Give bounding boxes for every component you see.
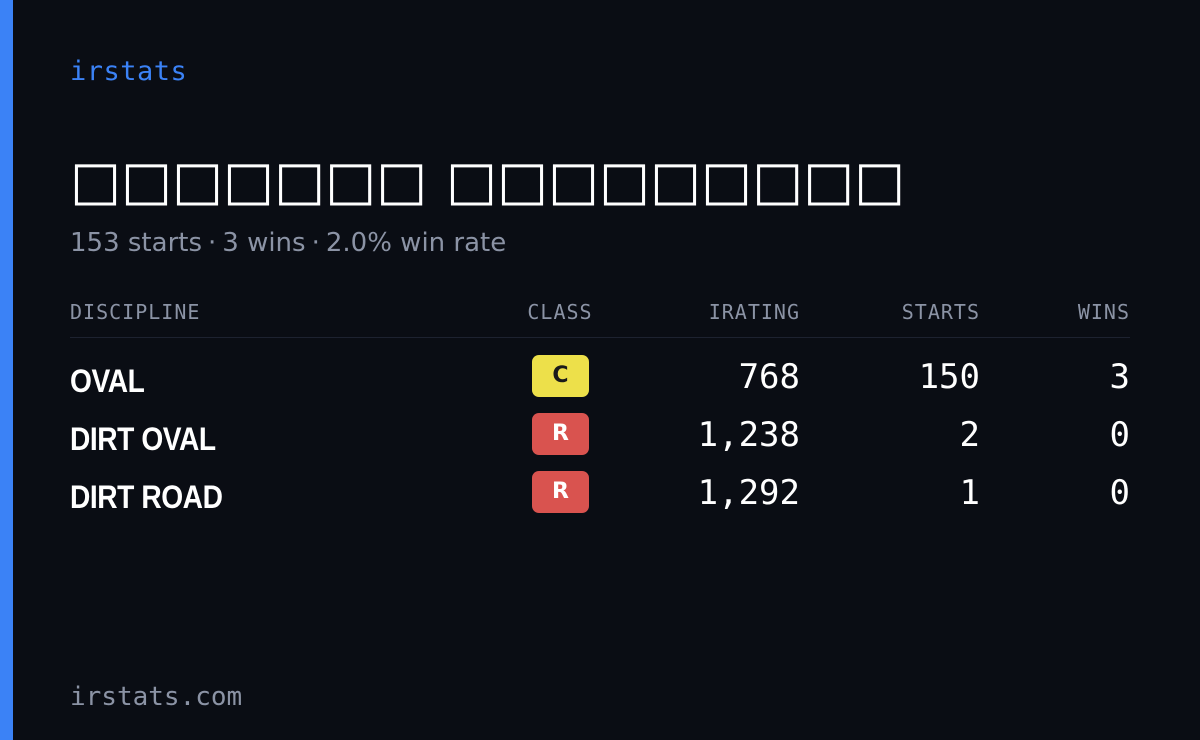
header-starts: STARTS <box>901 300 980 324</box>
header-class: CLASS <box>527 300 593 324</box>
row-irating: 1,238 <box>697 415 800 455</box>
row-irating: 768 <box>738 357 800 397</box>
summary-win-rate: 2.0% win rate <box>325 228 507 258</box>
table-row: DIRT OVAL R 1,238 2 0 <box>70 413 1130 471</box>
license-table: DISCIPLINE CLASS IRATING STARTS WINS OVA… <box>70 298 1130 529</box>
class-badge: R <box>532 413 589 455</box>
class-badge: R <box>532 471 589 513</box>
footer-site-link[interactable]: irstats.com <box>70 682 243 712</box>
row-discipline: OVAL <box>70 363 145 399</box>
summary-separator: · <box>311 228 320 258</box>
table-header: DISCIPLINE CLASS IRATING STARTS WINS <box>70 298 1130 338</box>
brand-logo[interactable]: irstats <box>70 56 188 87</box>
summary-separator: · <box>208 228 217 258</box>
accent-bar <box>0 0 13 740</box>
class-badge: C <box>532 355 589 397</box>
summary-wins: 3 wins <box>222 228 306 258</box>
stats-summary: 153 starts · 3 wins · 2.0% win rate <box>70 228 506 258</box>
header-wins: WINS <box>1077 300 1130 324</box>
row-wins: 0 <box>1109 415 1130 455</box>
row-discipline: DIRT OVAL <box>70 421 216 457</box>
driver-name: □□□□□□□ □□□□□□□□□ <box>70 149 906 212</box>
row-irating: 1,292 <box>697 473 800 513</box>
table-row: DIRT ROAD R 1,292 1 0 <box>70 471 1130 529</box>
row-discipline: DIRT ROAD <box>70 479 223 515</box>
summary-starts: 153 starts <box>70 228 202 258</box>
row-starts: 150 <box>918 357 980 397</box>
header-irating: IRATING <box>708 300 800 324</box>
row-starts: 2 <box>959 415 980 455</box>
row-wins: 3 <box>1109 357 1130 397</box>
table-row: OVAL C 768 150 3 <box>70 355 1130 413</box>
row-wins: 0 <box>1109 473 1130 513</box>
header-discipline: DISCIPLINE <box>70 300 201 324</box>
row-starts: 1 <box>959 473 980 513</box>
